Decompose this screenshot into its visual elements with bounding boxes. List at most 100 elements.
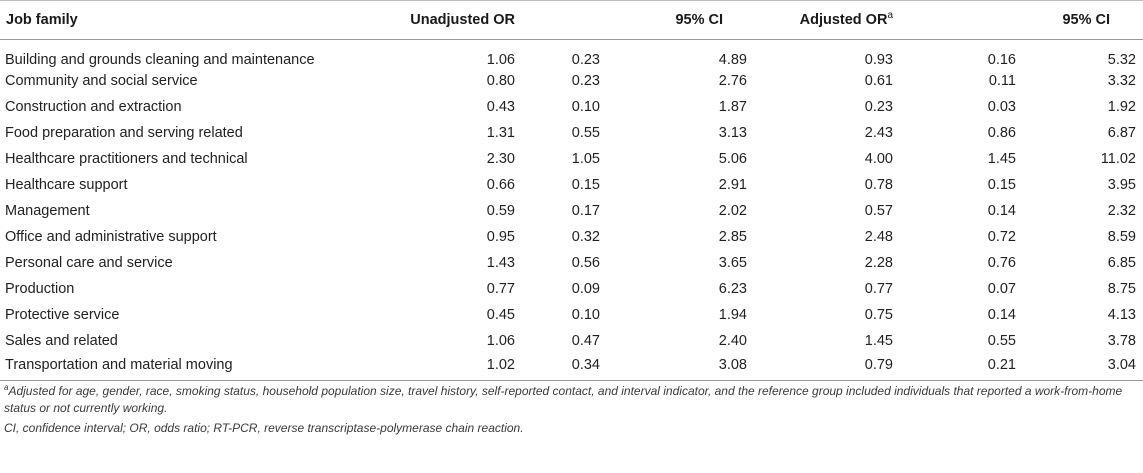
table-row: Personal care and service 1.43 0.56 3.65 2.2… [0, 250, 1143, 276]
table-row: Construction and extraction 0.43 0.10 1.87 0… [0, 94, 1143, 120]
unadjusted-ci-upper-cell: 3.65 [718, 255, 747, 271]
unadjusted-or-cell: 0.43 [486, 99, 515, 115]
adjusted-or-cell: 0.61 [864, 73, 893, 89]
unadjusted-or-cell: 0.66 [486, 177, 515, 193]
adjusted-ci-lower-cell: 0.21 [987, 356, 1016, 373]
adjusted-or-cell: 4.00 [864, 151, 893, 167]
adjusted-or-cell: 2.48 [864, 229, 893, 245]
adjusted-ci-lower-cell: 0.16 [987, 52, 1016, 68]
adjusted-ci-upper-cell: 3.04 [1107, 356, 1136, 373]
footnote-a-text: Adjusted for age, gender, race, smoking … [4, 383, 1123, 415]
unadjusted-or-cell: 1.02 [486, 356, 515, 373]
unadjusted-ci-lower-cell: 1.05 [571, 151, 600, 167]
unadjusted-or-cell: 1.43 [486, 255, 515, 271]
odds-ratio-table: Job family Unadjusted OR 95% CI Adjusted… [0, 0, 1143, 380]
adjusted-or-cell: 2.28 [864, 255, 893, 271]
table-row: Management 0.59 0.17 2.02 0.57 0.14 2.32 [0, 198, 1143, 224]
adjusted-or-cell: 0.77 [864, 281, 893, 297]
unadjusted-or-cell: 0.59 [486, 203, 515, 219]
adjusted-ci-lower-cell: 0.03 [987, 99, 1016, 115]
adjusted-ci-lower-cell: 0.07 [987, 281, 1016, 297]
adjusted-ci-upper-cell: 11.02 [1100, 151, 1136, 167]
job-family-cell: Sales and related [5, 333, 118, 349]
unadjusted-or-cell: 0.80 [486, 73, 515, 89]
adjusted-ci-upper-cell: 8.59 [1107, 229, 1136, 245]
header-adjusted-ci: 95% CI [893, 1, 1143, 40]
unadjusted-ci-lower-cell: 0.32 [571, 229, 600, 245]
unadjusted-or-cell: 0.77 [486, 281, 515, 297]
unadjusted-ci-upper-cell: 2.91 [718, 177, 747, 193]
unadjusted-or-cell: 2.30 [486, 151, 515, 167]
adjusted-or-cell: 2.43 [864, 125, 893, 141]
footnote-a-marker: a [4, 382, 9, 392]
adjusted-ci-lower-cell: 0.55 [987, 333, 1016, 349]
unadjusted-ci-upper-cell: 2.76 [718, 73, 747, 89]
adjusted-ci-lower-cell: 0.72 [987, 229, 1016, 245]
table-row: Sales and related 1.06 0.47 2.40 1.45 0.55 3.7… [0, 328, 1143, 354]
unadjusted-ci-upper-cell: 3.08 [718, 356, 747, 373]
table-row: Production 0.77 0.09 6.23 0.77 0.07 8.75 [0, 276, 1143, 302]
header-unadjusted-ci: 95% CI [515, 1, 747, 40]
table-row: Community and social service 0.80 0.23 2.76… [0, 68, 1143, 94]
job-family-cell: Healthcare support [5, 177, 128, 193]
unadjusted-ci-lower-cell: 0.55 [571, 125, 600, 141]
unadjusted-or-cell: 1.31 [486, 125, 515, 141]
unadjusted-ci-upper-cell: 4.89 [718, 52, 747, 68]
job-family-cell: Construction and extraction [5, 99, 182, 115]
adjusted-ci-upper-cell: 5.32 [1107, 52, 1136, 68]
header-unadjusted-ci-label: 95% CI [675, 12, 723, 28]
adjusted-ci-upper-cell: 3.32 [1107, 73, 1136, 89]
unadjusted-or-cell: 0.95 [486, 229, 515, 245]
job-family-cell: Healthcare practitioners and technical [5, 151, 248, 167]
unadjusted-ci-lower-cell: 0.23 [571, 52, 600, 68]
adjusted-or-cell: 0.79 [864, 356, 893, 373]
adjusted-or-cell: 0.75 [864, 307, 893, 323]
adjusted-ci-lower-cell: 0.15 [987, 177, 1016, 193]
job-family-cell: Community and social service [5, 73, 198, 89]
adjusted-ci-upper-cell: 8.75 [1107, 281, 1136, 297]
unadjusted-ci-lower-cell: 0.47 [571, 333, 600, 349]
adjusted-ci-lower-cell: 0.76 [987, 255, 1016, 271]
adjusted-ci-lower-cell: 0.14 [987, 307, 1016, 323]
table-footnotes: aAdjusted for age, gender, race, smoking… [0, 381, 1143, 437]
results-table-container: Job family Unadjusted OR 95% CI Adjusted… [0, 0, 1143, 437]
unadjusted-or-cell: 0.45 [486, 307, 515, 323]
unadjusted-ci-lower-cell: 0.34 [571, 356, 600, 373]
footnote-a: aAdjusted for age, gender, race, smoking… [4, 383, 1137, 417]
unadjusted-ci-upper-cell: 2.85 [718, 229, 747, 245]
unadjusted-ci-lower-cell: 0.10 [571, 307, 600, 323]
job-family-cell: Food preparation and serving related [5, 125, 243, 141]
unadjusted-ci-upper-cell: 2.40 [718, 333, 747, 349]
adjusted-ci-upper-cell: 1.92 [1107, 99, 1136, 115]
header-job-family: Job family [6, 12, 78, 28]
adjusted-or-cell: 0.23 [864, 99, 893, 115]
unadjusted-ci-lower-cell: 0.17 [571, 203, 600, 219]
job-family-cell: Building and grounds cleaning and mainte… [5, 52, 315, 68]
unadjusted-ci-upper-cell: 2.02 [718, 203, 747, 219]
unadjusted-ci-lower-cell: 0.23 [571, 73, 600, 89]
unadjusted-ci-lower-cell: 0.56 [571, 255, 600, 271]
unadjusted-ci-lower-cell: 0.15 [571, 177, 600, 193]
adjusted-or-cell: 0.78 [864, 177, 893, 193]
unadjusted-ci-upper-cell: 3.13 [718, 125, 747, 141]
unadjusted-ci-lower-cell: 0.09 [571, 281, 600, 297]
adjusted-or-cell: 1.45 [864, 333, 893, 349]
table-row: Healthcare practitioners and technical 2.… [0, 146, 1143, 172]
adjusted-ci-lower-cell: 0.14 [987, 203, 1016, 219]
job-family-cell: Protective service [5, 307, 120, 323]
adjusted-ci-upper-cell: 2.32 [1107, 203, 1136, 219]
adjusted-ci-lower-cell: 1.45 [987, 151, 1016, 167]
adjusted-ci-upper-cell: 4.13 [1107, 307, 1136, 323]
table-row: Healthcare support 0.66 0.15 2.91 0.78 0.15 3.… [0, 172, 1143, 198]
footnote-abbreviations: CI, confidence interval; OR, odds ratio;… [4, 420, 524, 435]
unadjusted-or-cell: 1.06 [486, 333, 515, 349]
job-family-cell: Transportation and material moving [5, 356, 233, 373]
job-family-cell: Office and administrative support [5, 229, 217, 245]
adjusted-ci-lower-cell: 0.86 [987, 125, 1016, 141]
adjusted-ci-lower-cell: 0.11 [988, 73, 1016, 89]
unadjusted-ci-upper-cell: 5.06 [718, 151, 747, 167]
job-family-cell: Management [5, 203, 90, 219]
adjusted-or-cell: 0.93 [864, 52, 893, 68]
footnote-a-marker-header: a [887, 10, 893, 21]
adjusted-or-cell: 0.57 [864, 203, 893, 219]
